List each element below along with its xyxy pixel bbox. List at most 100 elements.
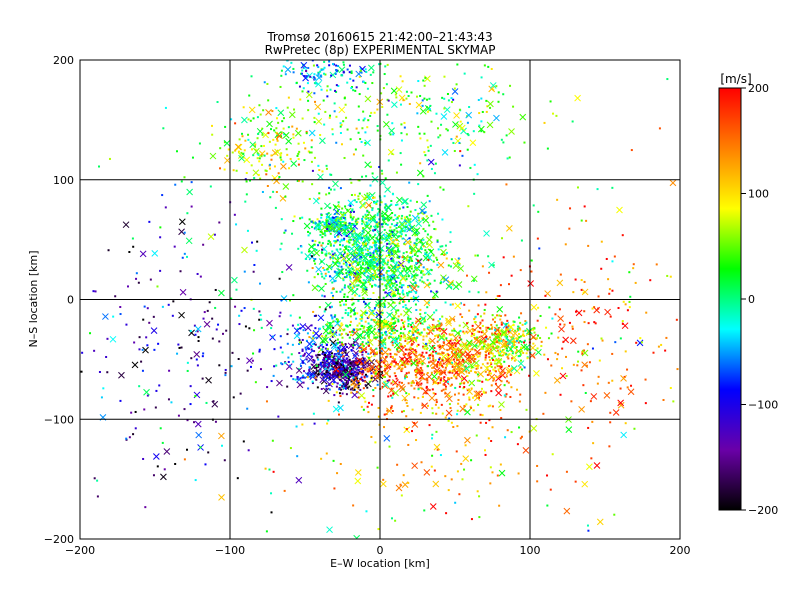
data-point	[256, 157, 259, 160]
data-point-cross	[451, 364, 459, 371]
data-point	[328, 186, 331, 189]
data-point	[295, 425, 298, 428]
data-point	[353, 378, 356, 381]
data-point	[364, 131, 367, 134]
data-point	[233, 213, 236, 216]
data-point	[353, 364, 356, 367]
data-point	[499, 315, 502, 318]
data-point	[372, 277, 375, 280]
data-point	[439, 378, 442, 381]
data-point	[338, 301, 341, 304]
data-point	[374, 319, 377, 322]
data-point	[388, 218, 391, 221]
data-point	[366, 223, 369, 226]
data-point	[317, 365, 320, 368]
data-point	[376, 212, 379, 215]
data-point-cross	[313, 249, 321, 257]
data-point	[417, 266, 420, 269]
data-point	[459, 361, 462, 364]
data-point	[283, 489, 286, 492]
data-point	[364, 68, 367, 71]
data-point	[350, 363, 353, 366]
data-point	[270, 327, 273, 330]
data-point	[429, 354, 432, 357]
y-tick-label: −100	[44, 413, 74, 426]
data-point	[345, 385, 348, 388]
data-point	[440, 403, 443, 406]
data-point	[386, 283, 389, 286]
data-point	[265, 530, 268, 533]
data-point	[359, 256, 362, 259]
data-point	[390, 223, 393, 226]
data-point	[325, 252, 328, 255]
data-point	[376, 252, 379, 255]
data-point	[507, 365, 510, 368]
data-point	[290, 353, 293, 356]
data-point	[302, 381, 305, 384]
data-point	[329, 206, 332, 209]
data-point	[352, 216, 355, 219]
data-point	[518, 332, 521, 335]
data-point	[329, 243, 332, 246]
data-point	[349, 138, 352, 141]
data-point	[323, 351, 326, 354]
data-point-cross	[468, 361, 475, 369]
data-point	[402, 293, 405, 296]
data-point	[523, 334, 526, 337]
data-point	[324, 253, 327, 256]
data-point	[482, 347, 485, 350]
data-point	[318, 192, 321, 195]
data-point	[479, 351, 482, 354]
data-point	[344, 349, 347, 352]
data-point	[337, 65, 340, 68]
data-point	[343, 233, 346, 236]
data-point	[614, 341, 617, 344]
data-point-cross	[406, 333, 414, 341]
data-point	[417, 343, 420, 346]
data-point-cross	[415, 101, 423, 109]
data-point	[341, 244, 344, 247]
data-point-cross	[355, 232, 363, 240]
data-point	[135, 277, 138, 280]
data-point	[438, 369, 441, 372]
data-point	[543, 121, 546, 124]
data-point	[365, 375, 368, 378]
data-point	[388, 284, 391, 287]
data-point	[319, 370, 322, 373]
data-point-cross	[411, 214, 419, 222]
data-point	[369, 184, 372, 187]
data-point	[314, 376, 317, 379]
data-point	[345, 353, 348, 356]
data-point-cross	[369, 348, 377, 355]
data-point	[359, 266, 362, 269]
data-point	[423, 132, 426, 135]
data-point	[358, 257, 361, 260]
data-point	[415, 359, 418, 362]
data-point	[608, 445, 611, 448]
data-point	[415, 382, 418, 385]
data-point	[370, 372, 373, 375]
data-point	[322, 359, 325, 362]
data-point	[597, 295, 600, 298]
data-point	[479, 321, 482, 324]
data-point	[413, 396, 416, 399]
data-point-cross	[334, 257, 341, 264]
data-point	[502, 256, 505, 259]
data-point	[400, 326, 403, 329]
data-point	[277, 121, 280, 124]
data-point-cross	[440, 113, 448, 120]
data-point	[319, 74, 322, 77]
data-point	[202, 352, 205, 355]
data-point	[437, 382, 440, 385]
data-point	[289, 364, 292, 367]
data-point	[530, 259, 533, 262]
data-point	[495, 297, 498, 300]
data-point	[359, 328, 362, 331]
data-point	[300, 251, 303, 254]
data-point-cross	[424, 75, 431, 83]
data-point	[372, 319, 375, 322]
data-point	[504, 314, 507, 317]
data-point	[421, 362, 424, 365]
data-point-cross	[519, 113, 527, 121]
data-point	[407, 292, 410, 295]
